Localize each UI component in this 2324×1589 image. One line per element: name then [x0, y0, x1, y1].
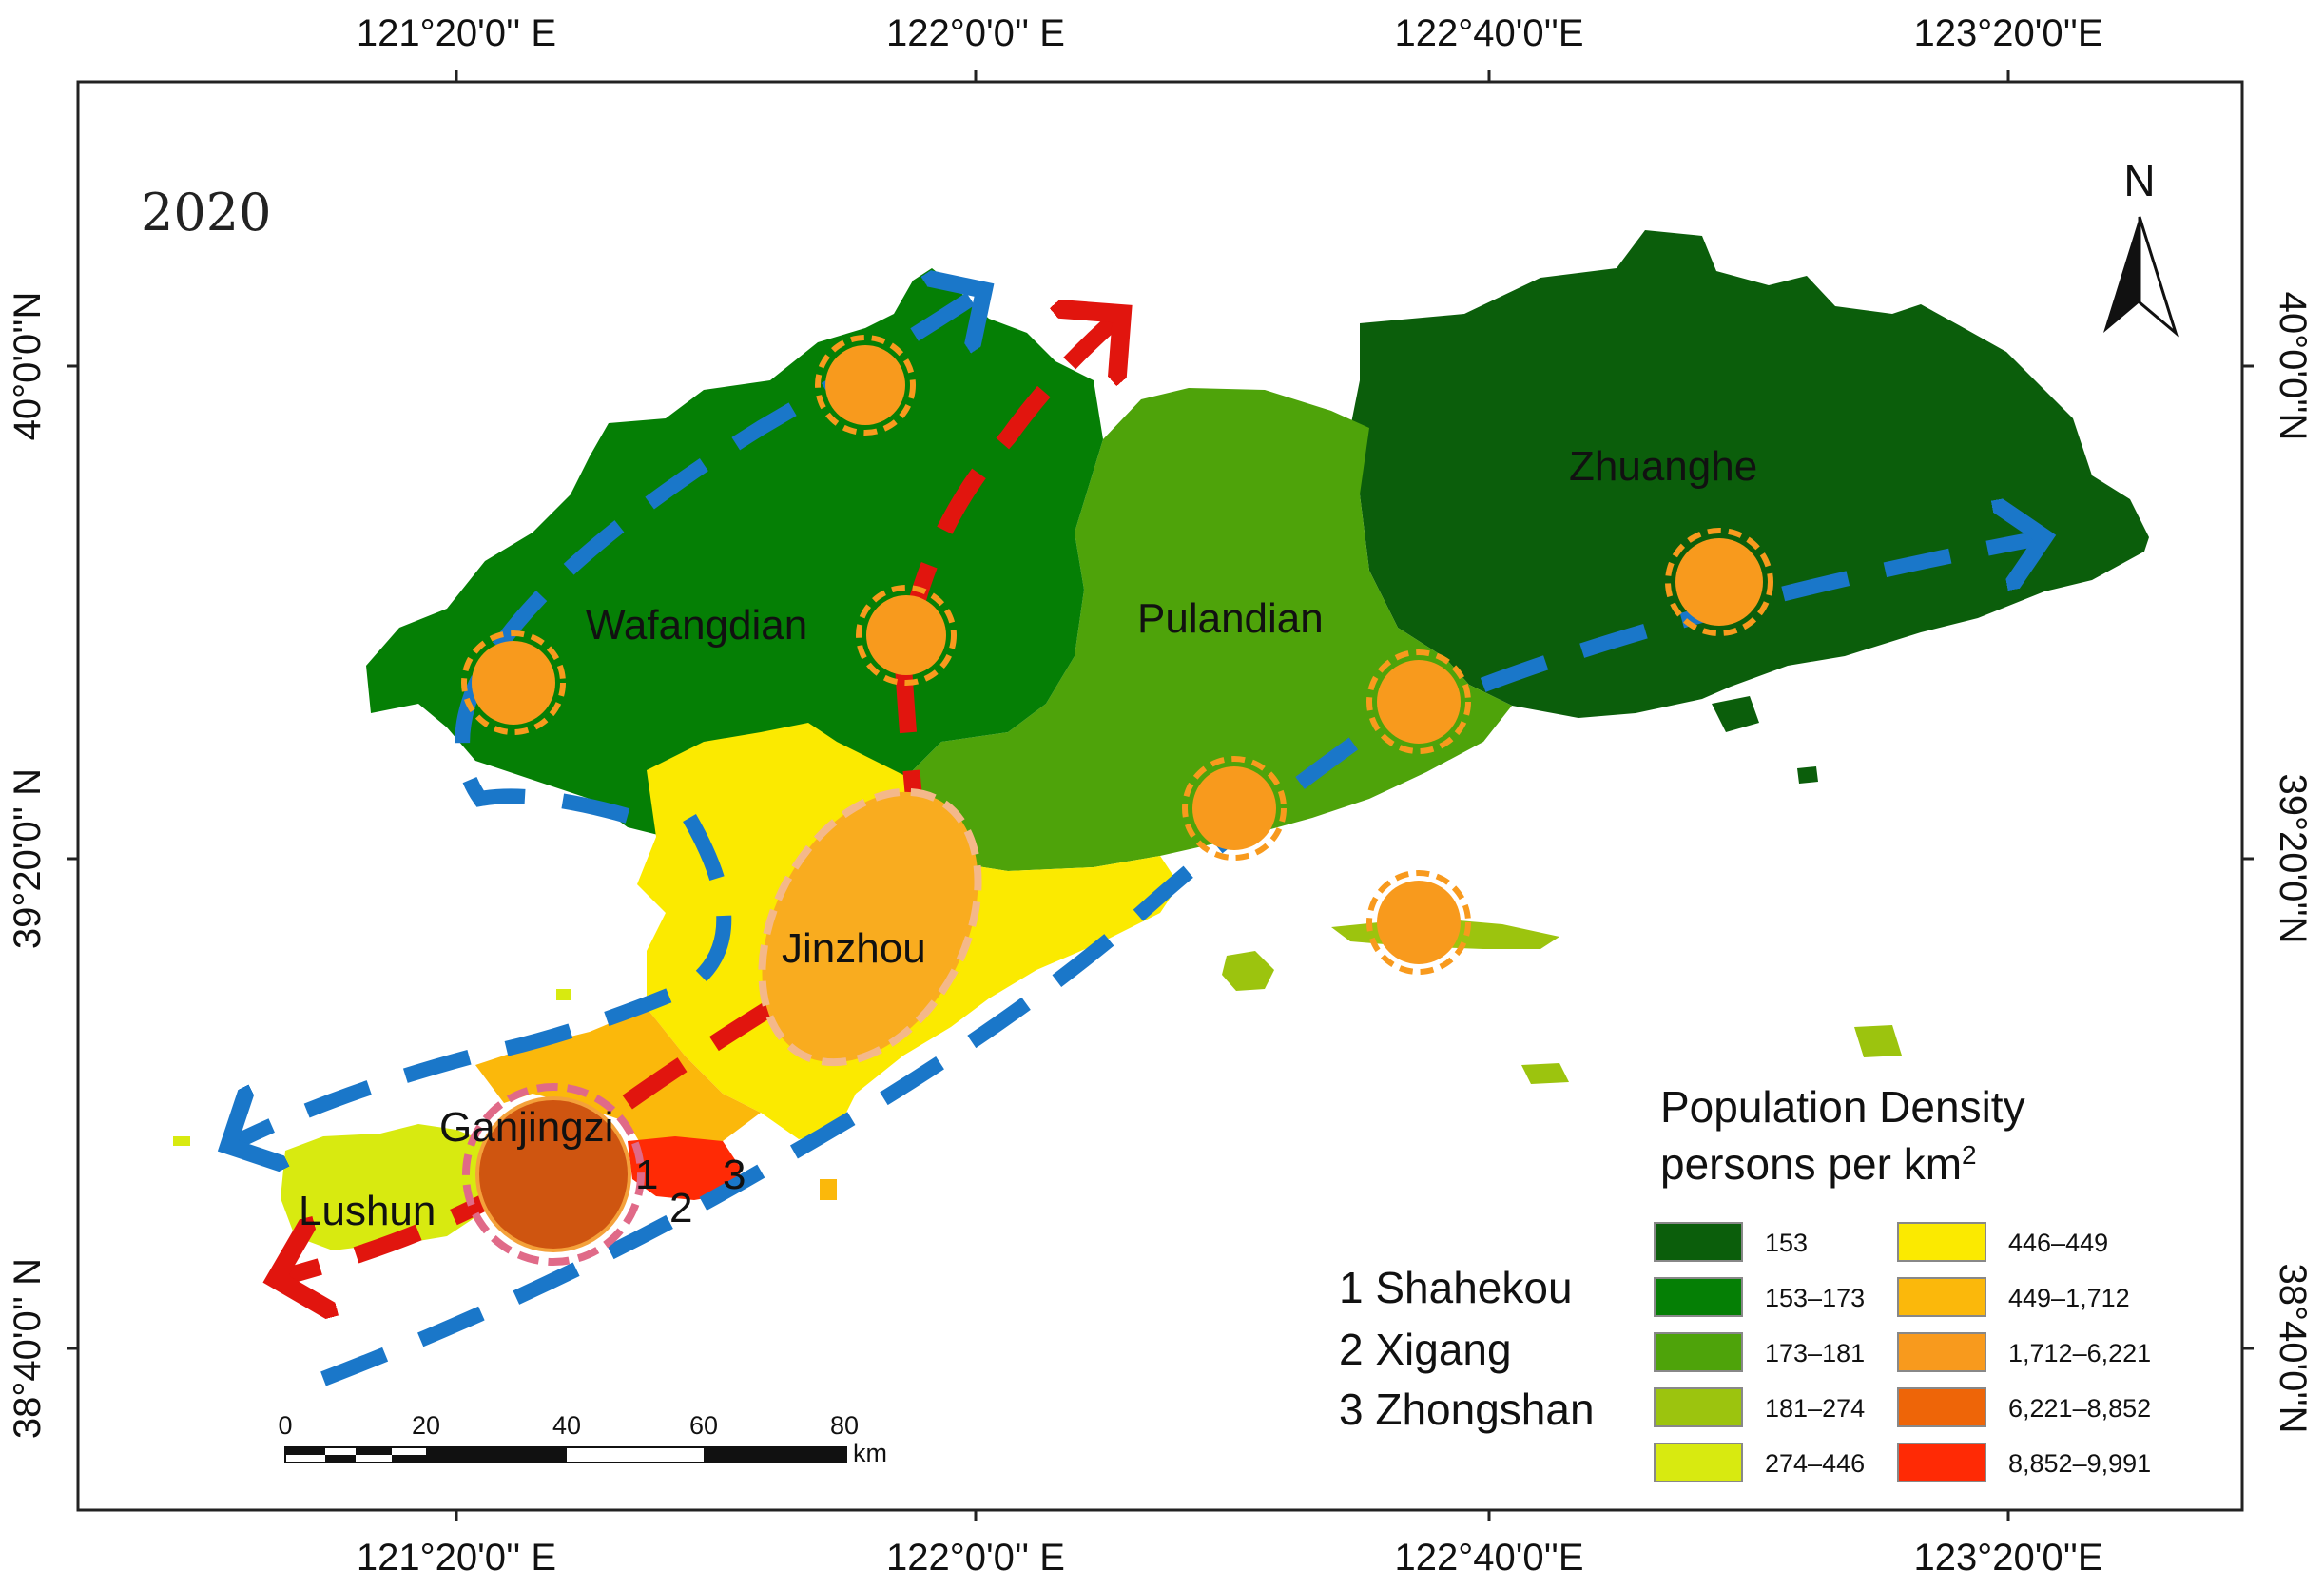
scale-tick: 40 [552, 1411, 581, 1440]
legend-label: 274–446 [1765, 1449, 1865, 1478]
top-tick-label: 121°20'0'' E [357, 12, 556, 54]
red-axis-southwest [276, 1000, 775, 1279]
island [1222, 951, 1274, 991]
legend-label: 446–449 [2008, 1229, 2108, 1257]
island [173, 1136, 190, 1146]
scale-tick: 80 [830, 1411, 859, 1440]
island [820, 1179, 837, 1200]
label-district-1: 1 [635, 1152, 658, 1198]
island [556, 989, 571, 1000]
tick-marks [67, 70, 2254, 1521]
left-tick-label: 38°40'0'' N [7, 1258, 48, 1439]
legend-subtitle: persons per km2 [1660, 1139, 1977, 1189]
right-tick-label: 38°40'0''N [2272, 1263, 2314, 1433]
right-tick-label: 39°20'0''N [2272, 773, 2314, 943]
label-district-2: 2 [669, 1185, 692, 1231]
island [1854, 1025, 1902, 1057]
blue-axis-west [228, 814, 732, 1146]
legend-label: 6,221–8,852 [2008, 1394, 2151, 1423]
bottom-tick-label: 123°20'0''E [1913, 1537, 2102, 1579]
region-pulandian [903, 388, 1512, 871]
island [1797, 766, 1818, 784]
label-ganjingzi: Ganjingzi [439, 1104, 613, 1151]
label-lushun: Lushun [299, 1188, 436, 1234]
node-circle [1665, 528, 1773, 636]
region-orange-coast [475, 1008, 761, 1170]
label-jinzhou: Jinzhou [782, 925, 926, 972]
legend-label: 1,712–6,221 [2008, 1339, 2151, 1367]
top-tick-label: 122°0'0'' E [886, 12, 1065, 54]
region-zhuanghe [1350, 230, 2149, 718]
legend-swatch [1897, 1443, 1986, 1482]
legend-swatch [1654, 1222, 1743, 1262]
node-circle [1366, 870, 1471, 975]
bottom-tick-label: 122°0'0'' E [886, 1537, 1065, 1579]
legend-label: 173–181 [1765, 1339, 1865, 1367]
left-tick-label: 39°20'0'' N [7, 768, 48, 949]
node-circle [1182, 756, 1287, 861]
legend-subtitle-sup: 2 [1962, 1140, 1977, 1170]
scale-tick: 20 [412, 1411, 440, 1440]
legend-swatch [1654, 1443, 1743, 1482]
legend-subtitle-text: persons per km [1660, 1139, 1962, 1189]
region-wafangdian [366, 268, 1103, 851]
label-district-3: 3 [723, 1152, 746, 1198]
blue-axis-east [320, 537, 2044, 1386]
legend-swatch [1654, 1277, 1743, 1317]
island [1521, 1063, 1569, 1084]
north-label: N [2123, 156, 2155, 205]
node-ganjingzi [462, 1083, 645, 1266]
node-circle [815, 335, 916, 436]
legend-swatch [1897, 1277, 1986, 1317]
scale-tick: 60 [689, 1411, 718, 1440]
legend-swatch [1897, 1387, 1986, 1427]
legend-swatch [1897, 1332, 1986, 1372]
district-item: 2 Xigang [1339, 1325, 1512, 1374]
bottom-tick-label: 122°40'0''E [1394, 1537, 1583, 1579]
legend-label: 181–274 [1765, 1394, 1865, 1423]
scale-tick: 0 [278, 1411, 292, 1440]
node-circle [461, 630, 566, 735]
legend-items: 153 153–173 173–181 181–274 274–446 446–449 44… [1654, 1222, 2151, 1482]
north-arrow-icon [2103, 216, 2179, 338]
top-tick-label: 122°40'0''E [1394, 12, 1583, 54]
legend-label: 153–173 [1765, 1284, 1865, 1312]
top-tick-label: 123°20'0''E [1913, 12, 2102, 54]
island [1712, 696, 1759, 732]
label-zhuanghe: Zhuanghe [1569, 443, 1757, 490]
year-label: 2020 [141, 183, 271, 242]
legend: Population Density persons per km2 15315… [1654, 1082, 2151, 1482]
label-wafangdian: Wafangdian [586, 602, 807, 649]
legend-title: Population Density [1660, 1082, 2025, 1132]
legend-label: 449–1,712 [2008, 1284, 2130, 1312]
left-tick-label: 40°0'0''N [7, 292, 48, 441]
legend-swatch [1654, 1387, 1743, 1427]
district-item: 3 Zhongshan [1339, 1385, 1595, 1434]
legend-swatch [1654, 1332, 1743, 1372]
label-pulandian: Pulandian [1137, 595, 1324, 642]
bottom-tick-label: 121°20'0'' E [357, 1537, 556, 1579]
right-tick-label: 40°0'0''N [2272, 292, 2314, 441]
node-circle [856, 585, 957, 686]
growth-nodes [461, 335, 1773, 1266]
region-central-districts [628, 1136, 742, 1200]
district-item: 1 Shahekou [1339, 1263, 1573, 1312]
scale-unit: km [853, 1439, 887, 1467]
legend-label: 8,852–9,991 [2008, 1449, 2151, 1478]
node-jinzhou-ellipse [758, 787, 982, 1067]
node-circle [1366, 649, 1471, 754]
legend-label: 153 [1765, 1229, 1808, 1257]
scale-bar: 0 20 40 60 80 km [278, 1411, 887, 1467]
legend-swatch [1897, 1222, 1986, 1262]
